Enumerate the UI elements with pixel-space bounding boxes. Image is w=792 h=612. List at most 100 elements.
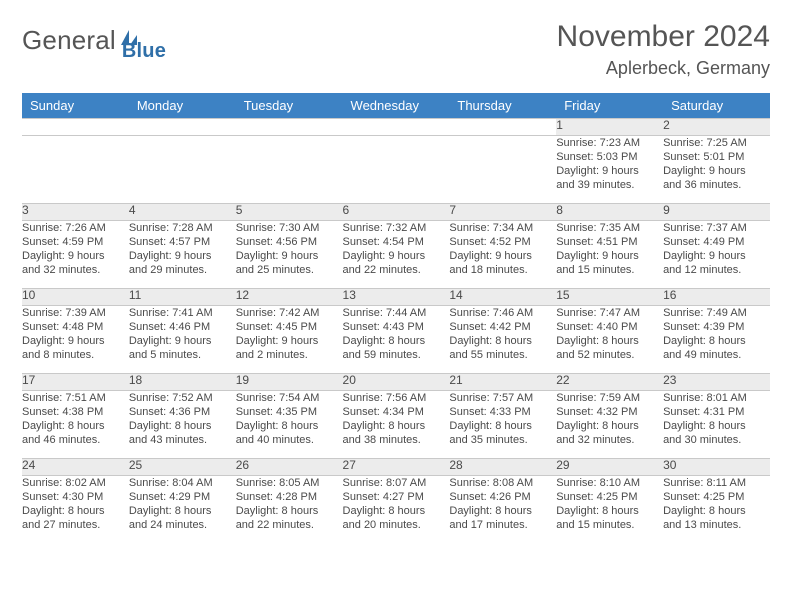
- sunrise-text: Sunrise: 7:25 AM: [663, 136, 770, 150]
- sunset-text: Sunset: 4:34 PM: [343, 405, 450, 419]
- day-detail-cell: Sunrise: 7:54 AMSunset: 4:35 PMDaylight:…: [236, 391, 343, 459]
- daylight-text: Daylight: 9 hours: [663, 249, 770, 263]
- day-detail-cell: [236, 136, 343, 204]
- day-detail-row: Sunrise: 7:51 AMSunset: 4:38 PMDaylight:…: [22, 391, 770, 459]
- day-detail-row: Sunrise: 8:02 AMSunset: 4:30 PM Daylight:…: [22, 476, 770, 544]
- daylight-text: and 49 minutes.: [663, 348, 770, 362]
- daylight-text: Daylight: 9 hours: [22, 249, 129, 263]
- sunrise-text: Sunrise: 8:04 AM: [129, 476, 236, 490]
- daylight-text: and 22 minutes.: [236, 518, 343, 532]
- sunset-text: Sunset: 4:30 PM: [22, 490, 129, 504]
- day-number: 29: [556, 458, 569, 472]
- sunset-text: Sunset: 4:40 PM: [556, 320, 663, 334]
- sunset-text: Sunset: 4:49 PM: [663, 235, 770, 249]
- sunset-text: Sunset: 4:33 PM: [449, 405, 556, 419]
- daylight-text: and 2 minutes.: [236, 348, 343, 362]
- sunrise-text: Sunrise: 7:52 AM: [129, 391, 236, 405]
- daylight-text: Daylight: 8 hours: [449, 504, 556, 518]
- day-number: 30: [663, 458, 676, 472]
- day-number: 1: [556, 118, 563, 132]
- day-number: 27: [343, 458, 356, 472]
- sunset-text: Sunset: 4:38 PM: [22, 405, 129, 419]
- sunrise-text: Sunrise: 7:46 AM: [449, 306, 556, 320]
- daylight-text: and 18 minutes.: [449, 263, 556, 277]
- day-number: 23: [663, 373, 676, 387]
- daylight-text: and 46 minutes.: [22, 433, 129, 447]
- daylight-text: and 32 minutes.: [556, 433, 663, 447]
- day-detail-row: Sunrise: 7:23 AMSunset: 5:03 PMDaylight:…: [22, 136, 770, 204]
- daylight-text: Daylight: 8 hours: [343, 334, 450, 348]
- weekday-header: Tuesday: [236, 93, 343, 119]
- day-detail-cell: Sunrise: 8:02 AMSunset: 4:30 PMDaylight:…: [22, 476, 129, 544]
- sunrise-text: Sunrise: 7:32 AM: [343, 221, 450, 235]
- day-number-row: 24 252627 2829 30: [22, 459, 770, 476]
- day-number-cell: 6: [343, 204, 450, 221]
- title-block: November 2024 Aplerbeck, Germany: [557, 18, 770, 79]
- weekday-header: Friday: [556, 93, 663, 119]
- day-detail-cell: Sunrise: 7:41 AMSunset: 4:46 PMDaylight:…: [129, 306, 236, 374]
- daylight-text: Daylight: 9 hours: [663, 164, 770, 178]
- sunset-text: Sunset: 4:29 PM: [129, 490, 236, 504]
- day-number-cell: 13: [343, 289, 450, 306]
- daylight-text: and 25 minutes.: [236, 263, 343, 277]
- day-number-cell: 27: [343, 459, 450, 476]
- daylight-text: Daylight: 9 hours: [449, 249, 556, 263]
- day-detail-cell: Sunrise: 7:34 AMSunset: 4:52 PMDaylight:…: [449, 221, 556, 289]
- day-number: 24: [22, 458, 35, 472]
- sunset-text: Sunset: 4:42 PM: [449, 320, 556, 334]
- sunrise-text: Sunrise: 7:44 AM: [343, 306, 450, 320]
- daylight-text: and 13 minutes.: [663, 518, 770, 532]
- calendar-body: 12 Sunrise: 7:23 AMSunset: 5:03 PMDaylig…: [22, 119, 770, 544]
- sunset-text: Sunset: 4:43 PM: [343, 320, 450, 334]
- logo-text-general: General: [22, 25, 116, 56]
- day-number-cell: 19: [236, 374, 343, 391]
- sunset-text: Sunset: 5:01 PM: [663, 150, 770, 164]
- day-number-cell: 26: [236, 459, 343, 476]
- sunset-text: Sunset: 4:57 PM: [129, 235, 236, 249]
- day-number-cell: 28: [449, 459, 556, 476]
- day-number: 22: [556, 373, 569, 387]
- day-number-cell: 25: [129, 459, 236, 476]
- daylight-text: Daylight: 9 hours: [236, 334, 343, 348]
- day-detail-cell: Sunrise: 7:39 AMSunset: 4:48 PMDaylight:…: [22, 306, 129, 374]
- day-number-cell: [236, 119, 343, 136]
- day-number-cell: [343, 119, 450, 136]
- sunset-text: Sunset: 4:48 PM: [22, 320, 129, 334]
- sunrise-text: Sunrise: 8:02 AM: [22, 476, 129, 490]
- day-number-cell: 10: [22, 289, 129, 306]
- day-number: 2: [663, 118, 670, 132]
- daylight-text: and 40 minutes.: [236, 433, 343, 447]
- logo-text-blue: Blue: [122, 40, 166, 63]
- day-number: 17: [22, 373, 35, 387]
- daylight-text: and 20 minutes.: [343, 518, 450, 532]
- day-number-cell: 15: [556, 289, 663, 306]
- logo: General Blue: [22, 18, 166, 63]
- day-detail-cell: Sunrise: 7:32 AMSunset: 4:54 PMDaylight:…: [343, 221, 450, 289]
- sunset-text: Sunset: 4:26 PM: [449, 490, 556, 504]
- day-number: 19: [236, 373, 249, 387]
- day-number-cell: 29: [556, 459, 663, 476]
- daylight-text: Daylight: 8 hours: [556, 419, 663, 433]
- daylight-text: and 17 minutes.: [449, 518, 556, 532]
- sunrise-text: Sunrise: 7:34 AM: [449, 221, 556, 235]
- daylight-text: and 5 minutes.: [129, 348, 236, 362]
- day-detail-cell: Sunrise: 7:47 AMSunset: 4:40 PMDaylight:…: [556, 306, 663, 374]
- day-number-row: 10111213141516: [22, 289, 770, 306]
- daylight-text: Daylight: 8 hours: [663, 334, 770, 348]
- calendar-head: SundayMondayTuesdayWednesdayThursdayFrid…: [22, 93, 770, 119]
- sunrise-text: Sunrise: 7:59 AM: [556, 391, 663, 405]
- sunset-text: Sunset: 4:39 PM: [663, 320, 770, 334]
- day-number: 15: [556, 288, 569, 302]
- day-number-cell: 23: [663, 374, 770, 391]
- daylight-text: Daylight: 8 hours: [129, 419, 236, 433]
- month-title: November 2024: [557, 20, 770, 54]
- day-number-cell: 12: [236, 289, 343, 306]
- day-detail-cell: Sunrise: 8:01 AMSunset: 4:31 PMDaylight:…: [663, 391, 770, 459]
- day-detail-cell: [129, 136, 236, 204]
- day-number-row: 12: [22, 119, 770, 136]
- sunrise-text: Sunrise: 8:01 AM: [663, 391, 770, 405]
- day-number: 5: [236, 203, 243, 217]
- header: General Blue November 2024 Aplerbeck, Ge…: [22, 18, 770, 79]
- daylight-text: Daylight: 8 hours: [449, 419, 556, 433]
- day-detail-cell: Sunrise: 7:23 AMSunset: 5:03 PMDaylight:…: [556, 136, 663, 204]
